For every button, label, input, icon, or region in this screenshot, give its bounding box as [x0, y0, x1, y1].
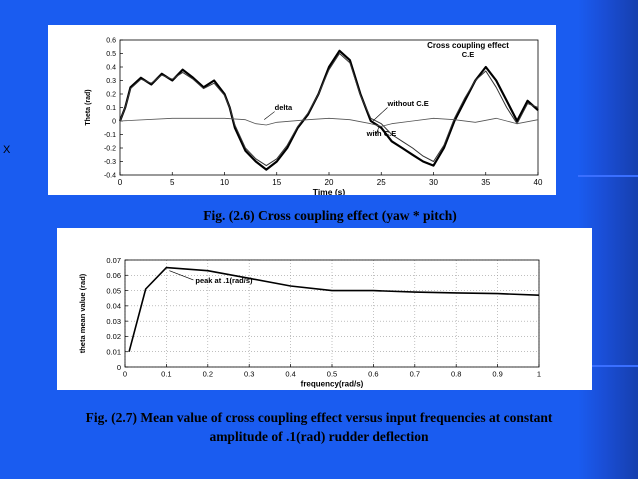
- x-tick-label: 40: [534, 178, 543, 187]
- annotation-pointer: [375, 126, 380, 135]
- y-tick-label: 0.4: [106, 65, 116, 72]
- side-band-tick: [578, 175, 638, 177]
- y-tick-label: 0.07: [106, 256, 121, 265]
- series-line-2: [119, 53, 539, 167]
- x-tick-label: 35: [481, 178, 490, 187]
- caption-fig-2-7-line2: amplitude of .1(rad) rudder deflection: [209, 429, 429, 444]
- annotation-label: without C.E: [387, 99, 429, 108]
- plot-frame: [119, 39, 539, 176]
- y-tick-label: -0.3: [104, 159, 116, 166]
- x-tick-label: 30: [429, 178, 438, 187]
- annotation-label: peak at .1(rad/s): [195, 276, 253, 285]
- annotation-label: delta: [275, 103, 293, 112]
- y-tick-label: 0.3: [106, 78, 116, 85]
- annotation-pointer: [169, 270, 194, 281]
- chart-panel-mean-value: 0 0.1 0.2 0.3 0.4 0.5 0.6 0.7 0.8 0.9 1 0 0.01 0.02 0.…: [57, 228, 592, 390]
- chart-mean-value: 0 0.1 0.2 0.3 0.4 0.5 0.6 0.7 0.8 0.9 1 0 0.01 0.02 0.…: [78, 256, 541, 389]
- x-tick-label: 0.4: [285, 370, 295, 379]
- x-tick-label: 25: [377, 178, 386, 187]
- side-band-tick: [578, 365, 638, 367]
- chart-cross-coupling: 0 5 10 15 20 25 30 35 40 -0.4 -0.3 -0.2 -0.1 0 0.1 0.2 0…: [85, 38, 543, 198]
- x-tick-label: 0.2: [203, 370, 213, 379]
- annotation-pointer: [372, 107, 388, 122]
- x-tick-label: 0.8: [451, 370, 461, 379]
- x-tick-label: 0.7: [410, 370, 420, 379]
- x-axis-label: frequency(rad/s): [301, 380, 364, 389]
- caption-fig-2-6: Fig. (2.6) Cross coupling effect (yaw * …: [203, 208, 457, 223]
- y-tick-label: 0: [117, 363, 121, 372]
- annotation-label: with C.E: [366, 129, 397, 138]
- y-axis-label: theta mean value (rad): [78, 273, 87, 353]
- y-tick-label: 0.2: [106, 92, 116, 99]
- y-tick-label: 0.04: [106, 302, 121, 311]
- x-tick-label: 0.9: [492, 370, 502, 379]
- x-axis-label: Time (s): [313, 187, 346, 195]
- x-tick-label: 0.6: [368, 370, 378, 379]
- x-tick-label: 10: [220, 178, 229, 187]
- chart-title: Cross coupling effect: [427, 41, 509, 50]
- y-tick-label: 0.03: [106, 317, 121, 326]
- y-tick-label: 0.01: [106, 347, 121, 356]
- x-tick-label: 0.3: [244, 370, 254, 379]
- y-tick-label: 0.02: [106, 332, 121, 341]
- chart-subtitle: C.E: [462, 50, 475, 59]
- x-tick-label: 1: [537, 370, 541, 379]
- series-line-1: [118, 49, 539, 171]
- series-line-3: [119, 117, 539, 127]
- y-tick-label: 0.06: [106, 271, 121, 280]
- y-tick-label: 0.6: [106, 38, 116, 45]
- x-tick-label: 0: [123, 370, 127, 379]
- y-tick-label: 0.05: [106, 286, 121, 295]
- y-tick-label: -0.2: [104, 146, 116, 153]
- caption-fig-2-7-line1: Fig. (2.7) Mean value of cross coupling …: [85, 410, 553, 425]
- side-character: X: [3, 144, 11, 156]
- x-tick-label: 20: [325, 178, 334, 187]
- series-line-1: [128, 266, 540, 352]
- y-tick-label: 0: [112, 119, 116, 126]
- x-tick-label: 15: [272, 178, 281, 187]
- y-tick-label: 0.1: [106, 105, 116, 112]
- y-axis-label: Theta (rad): [85, 89, 92, 125]
- x-tick-label: 0.1: [161, 370, 171, 379]
- x-tick-label: 5: [170, 178, 175, 187]
- y-tick-label: 0.5: [106, 51, 116, 58]
- annotation-pointer: [264, 111, 275, 120]
- y-tick-label: -0.4: [104, 173, 116, 180]
- x-tick-label: 0: [118, 178, 123, 187]
- x-tick-label: 0.5: [327, 370, 337, 379]
- caption-fig-2-7: Fig. (2.7) Mean value of cross coupling …: [0, 408, 638, 446]
- y-tick-label: -0.1: [104, 132, 116, 139]
- chart-panel-cross-coupling: 0 5 10 15 20 25 30 35 40 -0.4 -0.3 -0.2 -0.1 0 0.1 0.2 0…: [48, 25, 556, 198]
